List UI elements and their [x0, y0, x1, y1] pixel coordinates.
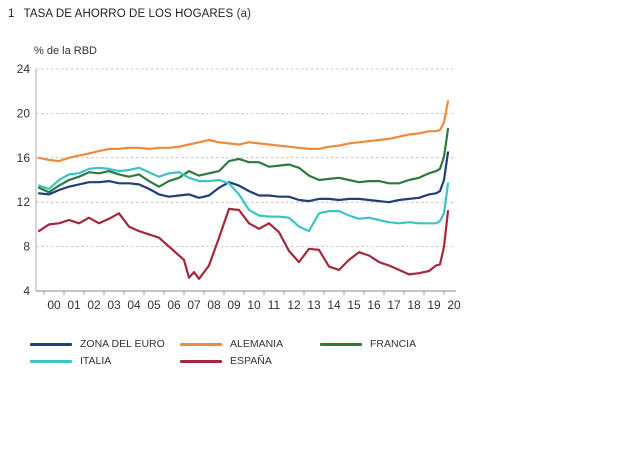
y-tick-label: 12 [17, 195, 31, 209]
series-line-alemania [37, 100, 450, 163]
legend-item: ZONA DEL EURO [30, 338, 165, 350]
x-tick-label: 20 [447, 298, 461, 312]
y-tick-label: 4 [23, 284, 30, 298]
y-tick-label: 16 [17, 151, 31, 165]
x-tick-label: 07 [187, 298, 201, 312]
series-line-italia [37, 166, 450, 233]
legend-swatch [30, 359, 72, 363]
x-tick-label: 01 [67, 298, 81, 312]
legend-item: ALEMANIA [180, 338, 283, 350]
x-tick-label: 15 [347, 298, 361, 312]
series-line-zona-del-euro [37, 151, 450, 204]
legend-item: FRANCIA [320, 338, 416, 350]
x-tick-label: 18 [407, 298, 421, 312]
legend-label: FRANCIA [370, 338, 417, 350]
x-tick-label: 19 [427, 298, 441, 312]
legend-swatch [320, 342, 362, 346]
x-tick-label: 10 [247, 298, 261, 312]
legend-swatch [180, 342, 222, 346]
legend-label: ALEMANIA [230, 338, 284, 350]
x-tick-label: 03 [107, 298, 121, 312]
x-tick-label: 05 [147, 298, 161, 312]
legend-label: ZONA DEL EURO [80, 338, 165, 350]
x-tick-label: 17 [387, 298, 401, 312]
x-tick-label: 06 [167, 298, 181, 312]
chart-title: 1 TASA DE AHORRO DE LOS HOGARES (a) [8, 8, 251, 20]
y-tick-label: 8 [23, 240, 30, 254]
x-tick-label: 11 [268, 298, 281, 312]
line-chart: 4 8 12 16 20 24 00 01 02 03 04 05 06 07 08 09 10 11 12 13 14… [17, 62, 461, 312]
x-tick-label: 14 [327, 298, 341, 312]
x-tick-label: 16 [367, 298, 381, 312]
legend-label: ESPAÑA [230, 355, 272, 367]
legend-item: ESPAÑA [180, 355, 272, 367]
chart-title-note: (a) [236, 8, 251, 20]
chart-title-text: TASA DE AHORRO DE LOS HOGARES [23, 8, 234, 20]
legend-swatch [30, 342, 72, 346]
series-line-espana [37, 207, 450, 280]
x-tick-label: 13 [307, 298, 321, 312]
series-line-francia [37, 127, 450, 194]
y-tick-label: 20 [17, 106, 31, 120]
legend-label: ITALIA [80, 355, 112, 367]
y-axis-units: % de la RBD [34, 45, 97, 57]
y-tick-label: 24 [17, 62, 31, 76]
x-tick-label: 09 [227, 298, 241, 312]
legend-swatch [180, 359, 222, 363]
x-tick-label: 02 [87, 298, 101, 312]
x-tick-label: 12 [287, 298, 301, 312]
x-tick-label: 00 [47, 298, 61, 312]
x-tick-label: 04 [127, 298, 141, 312]
chart-number: 1 [8, 8, 15, 20]
legend-item: ITALIA [30, 355, 111, 367]
x-tick-label: 08 [207, 298, 221, 312]
